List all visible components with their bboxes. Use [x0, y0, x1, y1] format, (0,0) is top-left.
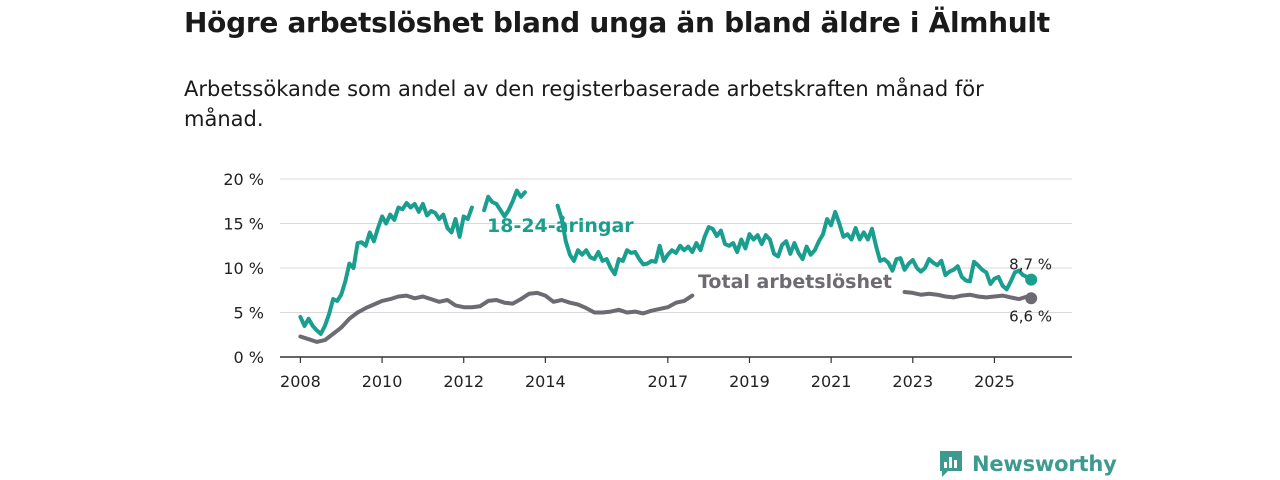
y-tick-label: 5 %	[234, 304, 264, 323]
x-tick-label: 2023	[892, 372, 933, 391]
series-labels: 18-24-åringar Total arbetslöshet 8,7 % 6,6 …	[487, 213, 1052, 325]
x-tick-label: 2025	[974, 372, 1015, 391]
y-tick-label: 0 %	[234, 348, 264, 367]
y-axis: 0 % 5 % 10 % 15 % 20 %	[223, 170, 264, 367]
series-lines	[298, 188, 1038, 344]
series-endpoint-total	[1025, 292, 1038, 305]
chart-title: Högre arbetslöshet bland unga än bland ä…	[184, 6, 1050, 39]
series-line-total	[902, 290, 1034, 302]
x-axis: 2008 2010 2012 2014 2017 2019 2021 2023 2025	[280, 356, 1072, 391]
series-label-youth: 18-24-åringar	[487, 213, 634, 237]
series-label-total: Total arbetslöshet	[698, 271, 892, 293]
data-label-youth-last: 8,7 %	[1009, 256, 1052, 274]
y-tick-label: 10 %	[223, 259, 264, 278]
data-label-total-last: 6,6 %	[1009, 307, 1052, 325]
gridlines	[280, 178, 1072, 313]
chart-subtitle: Arbetssökande som andel av den registerb…	[184, 77, 984, 131]
newsworthy-logo-icon	[940, 451, 962, 477]
series-line-youth	[482, 188, 527, 219]
x-tick-label: 2017	[647, 372, 688, 391]
x-tick-label: 2008	[280, 372, 321, 391]
brand-name: Newsworthy	[972, 452, 1117, 476]
x-tick-label: 2019	[729, 372, 770, 391]
series-line-youth	[298, 201, 474, 336]
x-tick-label: 2012	[443, 372, 484, 391]
y-tick-label: 15 %	[223, 215, 264, 234]
y-tick-label: 20 %	[223, 170, 264, 189]
newsworthy-brand: Newsworthy	[938, 449, 1117, 479]
x-tick-label: 2014	[525, 372, 566, 391]
series-line-youth	[555, 203, 1034, 292]
x-tick-label: 2021	[811, 372, 852, 391]
series-endpoint-youth	[1025, 273, 1038, 286]
series-line-total	[298, 290, 695, 344]
x-tick-label: 2010	[362, 372, 403, 391]
